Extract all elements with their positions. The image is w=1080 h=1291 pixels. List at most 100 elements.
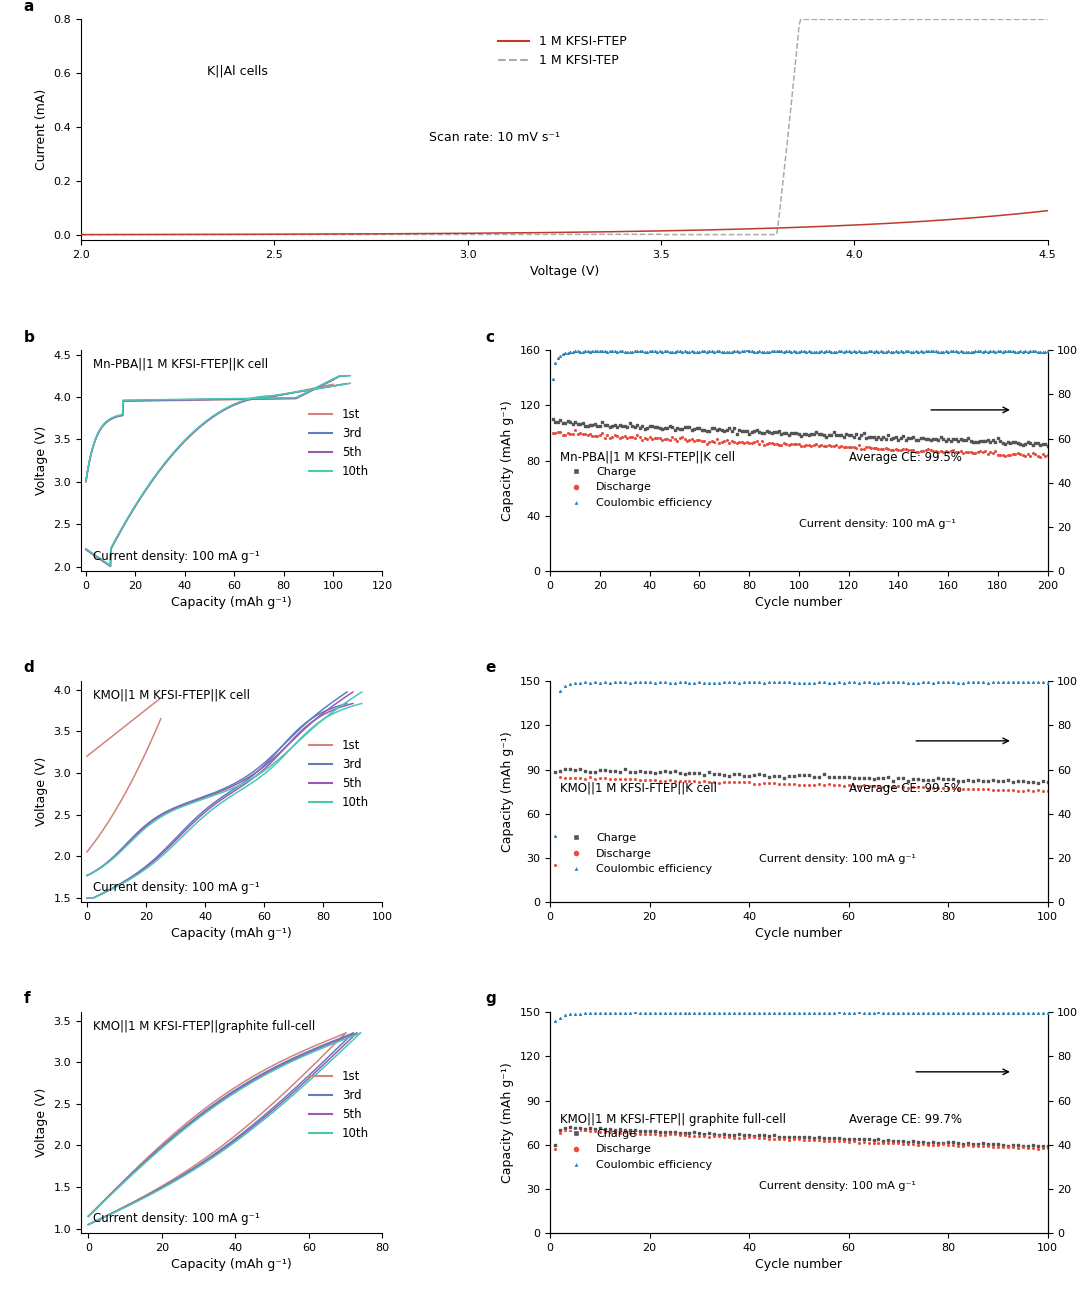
Point	[967, 432, 984, 453]
Point	[995, 780, 1012, 800]
Point	[1012, 341, 1029, 361]
Point	[713, 341, 730, 361]
Point	[651, 417, 669, 438]
Point	[783, 422, 800, 443]
Point	[619, 342, 636, 363]
Point	[656, 671, 673, 692]
Point	[1029, 780, 1047, 800]
Point	[802, 423, 820, 444]
Text: Average CE: 99.5%: Average CE: 99.5%	[849, 781, 961, 795]
Point	[699, 341, 716, 361]
Point	[880, 1003, 897, 1024]
Point	[621, 1119, 638, 1140]
Point	[596, 768, 613, 789]
Point	[823, 425, 840, 445]
Point	[631, 671, 648, 692]
Point	[691, 1126, 708, 1146]
Point	[770, 773, 787, 794]
Point	[680, 1126, 698, 1146]
Point	[696, 771, 713, 791]
Point	[716, 1127, 733, 1148]
Point	[598, 425, 616, 445]
Text: KMO||1 M KFSI-FTEP||K cell: KMO||1 M KFSI-FTEP||K cell	[93, 689, 251, 702]
Point	[1039, 781, 1056, 802]
Point	[930, 1135, 947, 1155]
Point	[726, 763, 743, 784]
Point	[915, 429, 932, 449]
Legend: 1 M KFSI-FTEP, 1 M KFSI-TEP: 1 M KFSI-FTEP, 1 M KFSI-TEP	[494, 30, 632, 72]
Point	[562, 1117, 579, 1137]
Point	[873, 438, 890, 458]
Point	[631, 417, 648, 438]
Point	[840, 671, 858, 692]
Point	[989, 780, 1007, 800]
Point	[735, 671, 753, 692]
Point	[997, 341, 1014, 361]
Point	[1037, 445, 1054, 466]
Point	[812, 423, 829, 444]
Point	[676, 341, 693, 361]
Point	[995, 1137, 1012, 1158]
Point	[738, 432, 755, 453]
Point	[919, 1003, 936, 1024]
Point	[1009, 1003, 1026, 1024]
Point	[785, 1128, 802, 1149]
Point	[626, 1123, 644, 1144]
Point	[1004, 341, 1022, 361]
Point	[831, 1128, 848, 1149]
Point	[753, 422, 770, 443]
Point	[982, 341, 999, 361]
Point	[592, 425, 609, 445]
Point	[571, 423, 589, 444]
Point	[930, 430, 947, 451]
Point	[937, 431, 955, 452]
Point	[770, 1003, 787, 1024]
Point	[894, 776, 912, 797]
Point	[552, 1119, 569, 1140]
Point	[919, 341, 936, 361]
Point	[885, 1131, 902, 1152]
Point	[671, 771, 688, 791]
Point	[984, 780, 1001, 800]
Point	[940, 1132, 957, 1153]
Point	[940, 777, 957, 798]
Point	[815, 425, 833, 445]
Point	[693, 341, 711, 361]
Point	[900, 341, 917, 361]
Point	[964, 1133, 982, 1154]
Point	[791, 766, 808, 786]
Point	[671, 763, 688, 784]
Text: Current density: 100 mA g⁻¹: Current density: 100 mA g⁻¹	[93, 880, 260, 893]
Y-axis label: Capacity (mAh g⁻¹): Capacity (mAh g⁻¹)	[501, 1062, 514, 1183]
Point	[1004, 1135, 1022, 1155]
Point	[791, 1128, 808, 1149]
Point	[766, 421, 783, 442]
Point	[673, 341, 690, 361]
Point	[808, 434, 825, 454]
Point	[1020, 1003, 1037, 1024]
Point	[907, 430, 924, 451]
Point	[880, 425, 897, 445]
Point	[875, 776, 892, 797]
Point	[705, 771, 723, 791]
Point	[840, 1128, 858, 1149]
Point	[1031, 341, 1049, 361]
Point	[634, 430, 651, 451]
Point	[937, 440, 955, 461]
Point	[818, 436, 835, 457]
Point	[617, 426, 634, 447]
Point	[860, 1130, 877, 1150]
Point	[671, 671, 688, 692]
Point	[775, 1128, 793, 1149]
Y-axis label: Voltage (V): Voltage (V)	[35, 1088, 48, 1157]
Point	[850, 673, 867, 693]
Point	[976, 431, 994, 452]
Point	[1009, 341, 1026, 361]
Point	[701, 341, 718, 361]
Point	[991, 341, 1009, 361]
Point	[626, 769, 644, 790]
Point	[621, 762, 638, 782]
Point	[773, 435, 791, 456]
Point	[964, 1136, 982, 1157]
Point	[1039, 673, 1056, 693]
